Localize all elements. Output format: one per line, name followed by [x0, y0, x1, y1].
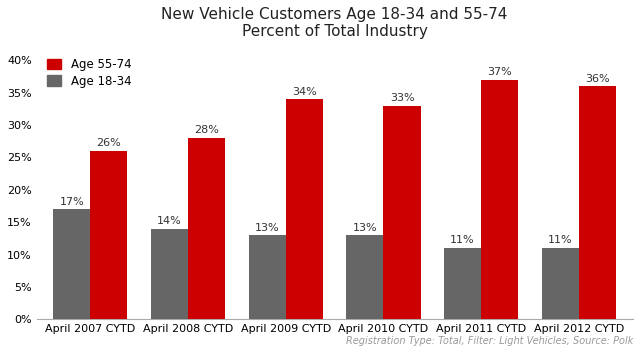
Text: 13%: 13%	[255, 222, 280, 232]
Text: 11%: 11%	[451, 236, 475, 245]
Text: 36%: 36%	[585, 74, 610, 84]
Bar	[285, 99, 323, 319]
Text: 34%: 34%	[292, 87, 317, 97]
Text: 26%: 26%	[97, 139, 121, 148]
Bar	[481, 80, 518, 319]
Text: 13%: 13%	[353, 222, 377, 232]
Title: New Vehicle Customers Age 18-34 and 55-74
Percent of Total Industry: New Vehicle Customers Age 18-34 and 55-7…	[161, 7, 508, 39]
Text: 28%: 28%	[194, 126, 219, 135]
Bar	[383, 106, 420, 319]
Bar	[151, 229, 188, 319]
Bar	[53, 209, 90, 319]
Text: Registration Type: Total, Filter: Light Vehicles, Source: Polk: Registration Type: Total, Filter: Light …	[346, 336, 634, 346]
Text: 17%: 17%	[60, 197, 84, 207]
Bar	[579, 86, 616, 319]
Text: 37%: 37%	[488, 67, 512, 77]
Bar	[542, 248, 579, 319]
Text: 33%: 33%	[390, 93, 414, 103]
Bar	[90, 151, 127, 319]
Bar	[346, 235, 383, 319]
Bar	[188, 138, 225, 319]
Legend: Age 55-74, Age 18-34: Age 55-74, Age 18-34	[42, 53, 136, 92]
Text: 11%: 11%	[548, 236, 573, 245]
Text: 14%: 14%	[157, 216, 182, 226]
Bar	[444, 248, 481, 319]
Bar	[248, 235, 285, 319]
